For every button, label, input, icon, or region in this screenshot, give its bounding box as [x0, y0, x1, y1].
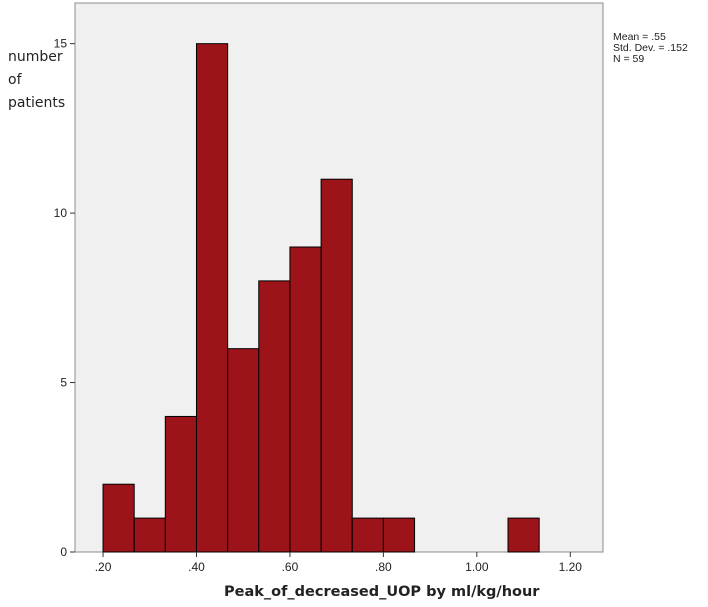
x-tick-label: .20: [95, 560, 112, 574]
y-axis-label: number of patients: [8, 46, 65, 115]
x-axis-ticks: .20 .40 .60 .80 1.00 1.20: [95, 552, 583, 574]
y-tick-label: 5: [60, 376, 67, 390]
histogram-bar: [320, 178, 353, 553]
y-tick-label: 15: [54, 37, 68, 51]
stat-std-dev: Std. Dev. = .152: [613, 42, 688, 54]
bars-group: [102, 43, 540, 553]
stat-n: N = 59: [613, 53, 645, 65]
histogram-bar: [133, 517, 166, 553]
x-tick-label: 1.00: [465, 560, 489, 574]
histogram-bar: [507, 517, 540, 553]
y-axis-ticks: 0 5 10 15: [54, 37, 75, 559]
x-axis-label-unit: by ml/kg/hour: [426, 584, 540, 600]
x-tick-label: .80: [375, 560, 392, 574]
x-tick-label: .60: [282, 560, 299, 574]
histogram-bar: [164, 415, 197, 553]
histogram-bar: [102, 483, 135, 553]
y-tick-label: 10: [54, 206, 68, 220]
histogram-bar: [227, 348, 260, 553]
histogram-bar: [289, 246, 322, 553]
y-axis-label-line-1: number: [8, 49, 63, 65]
histogram-bar: [258, 280, 291, 553]
histogram-bar: [351, 517, 384, 553]
summary-stats: Mean = .55 Std. Dev. = .152 N = 59: [613, 32, 688, 65]
x-tick-label: 1.20: [559, 560, 583, 574]
y-axis-label-line-3: patients: [8, 95, 66, 111]
x-axis-label-main: Peak_of_decreased_UOP: [224, 584, 422, 600]
histogram-bar: [195, 43, 229, 553]
x-axis-label: Peak_of_decreased_UOP by ml/kg/hour: [224, 584, 539, 600]
stat-mean: Mean = .55: [613, 31, 666, 43]
y-axis-label-line-2: of: [8, 72, 22, 88]
x-tick-label: .40: [188, 560, 205, 574]
histogram-bar: [382, 517, 416, 553]
y-tick-label: 0: [60, 545, 67, 559]
